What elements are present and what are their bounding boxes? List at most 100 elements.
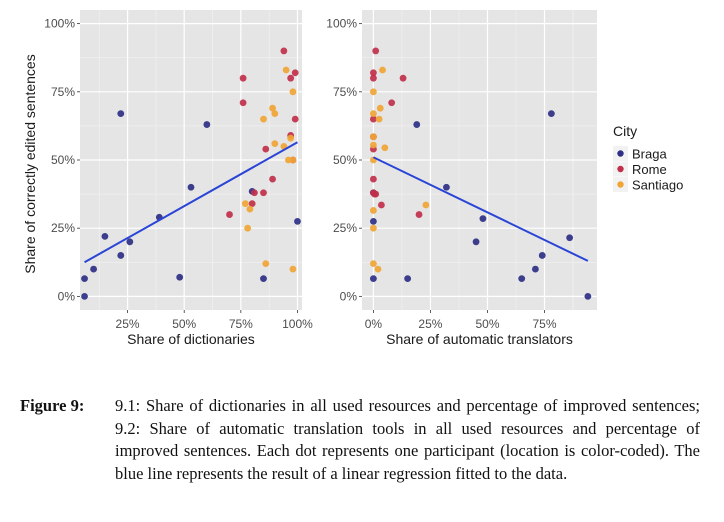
data-point-braga	[90, 265, 97, 273]
y-tick-label: 25%	[333, 221, 357, 235]
legend-label-santiago: Santiago	[632, 178, 683, 193]
data-point-rome	[370, 115, 377, 123]
legend-label-braga: Braga	[632, 147, 667, 162]
data-point-santiago	[241, 200, 249, 208]
y-tick-label: 50%	[51, 153, 75, 167]
data-point-rome	[287, 74, 295, 82]
data-point-rome	[280, 47, 288, 55]
data-point-santiago	[289, 156, 297, 164]
data-point-braga	[294, 217, 301, 225]
data-point-braga	[187, 183, 195, 191]
data-point-santiago	[289, 88, 297, 96]
data-point-braga	[547, 110, 555, 118]
data-point-santiago	[260, 115, 267, 123]
figure-charts: 25% 50% 75% 100% 0% 25% 50% 75% 100% Share of dic…	[22, 10, 683, 347]
data-point-rome	[251, 189, 258, 197]
data-point-braga	[479, 215, 487, 223]
data-point-santiago	[370, 260, 377, 268]
series-santiago	[241, 66, 297, 273]
data-point-braga	[81, 275, 88, 283]
data-point-santiago	[262, 260, 270, 268]
y-tick-label: 50%	[333, 153, 357, 167]
series-rome	[370, 47, 423, 218]
data-point-braga	[260, 275, 267, 283]
data-point-rome	[372, 47, 380, 55]
data-point-santiago	[376, 104, 384, 112]
data-point-braga	[126, 238, 134, 246]
series-rome	[226, 47, 299, 218]
data-point-rome	[370, 175, 377, 183]
data-point-rome	[399, 74, 407, 82]
data-point-braga	[203, 121, 211, 128]
y-tick-label: 75%	[51, 85, 75, 99]
data-point-santiago	[381, 144, 389, 152]
data-point-santiago	[246, 205, 254, 213]
legend-title: City	[613, 123, 637, 139]
figure-caption-text: 9.1: Share of dictionaries in all used r…	[115, 396, 700, 483]
data-point-braga	[518, 275, 526, 283]
series-santiago	[370, 66, 430, 273]
y-tick-label: 100%	[326, 17, 357, 31]
data-point-santiago	[379, 66, 386, 74]
x-tick-label: 100%	[282, 317, 313, 331]
data-point-santiago	[269, 104, 276, 112]
translators-scatter-panel: 0% 25% 50% 75% 0% 25% 50% 75% 100% Share of autom…	[326, 10, 597, 347]
data-point-braga	[472, 238, 480, 246]
data-point-santiago	[370, 141, 377, 149]
data-point-santiago	[289, 265, 297, 273]
data-point-rome	[415, 211, 423, 218]
legend-key-santiago	[617, 181, 624, 188]
regression-line	[84, 141, 298, 264]
dictionaries-scatter-panel: 25% 50% 75% 100% 0% 25% 50% 75% 100% Share of dic…	[44, 10, 313, 347]
figure-label: Figure 9:	[20, 396, 85, 415]
y-tick-label: 25%	[51, 221, 75, 235]
figure-caption: Figure 9: 9.1: Share of dictionaries in …	[20, 395, 700, 485]
data-point-santiago	[244, 224, 252, 232]
data-point-braga	[370, 217, 377, 225]
data-point-rome	[377, 201, 385, 209]
data-point-rome	[239, 74, 247, 82]
regression-line	[372, 156, 589, 262]
data-point-rome	[239, 99, 247, 107]
series-braga	[370, 110, 592, 300]
legend-label-rome: Rome	[632, 162, 667, 177]
data-point-rome	[262, 145, 270, 153]
data-point-braga	[538, 252, 546, 259]
data-point-braga	[117, 252, 125, 259]
data-point-braga	[81, 292, 88, 300]
data-point-rome	[226, 211, 233, 218]
data-point-rome	[269, 175, 276, 183]
data-point-braga	[117, 110, 125, 118]
data-point-rome	[370, 69, 377, 77]
x-tick-label: 75%	[533, 317, 557, 331]
data-point-rome	[388, 99, 396, 107]
data-point-braga	[531, 265, 539, 273]
y-tick-label: 0%	[340, 289, 358, 303]
data-point-santiago	[287, 134, 295, 142]
y-tick-label: 0%	[58, 289, 76, 303]
y-tick-label: 100%	[44, 17, 75, 31]
data-point-braga	[176, 273, 184, 281]
data-point-santiago	[282, 66, 290, 74]
data-point-braga	[101, 232, 109, 240]
data-point-rome	[370, 74, 377, 82]
y-tick-label: 75%	[333, 85, 357, 99]
y-axis-title: Share of correctly edited sentences	[22, 54, 38, 273]
x-tick-label: 0%	[365, 317, 383, 331]
x-tick-label: 50%	[172, 317, 196, 331]
data-point-santiago	[370, 110, 377, 118]
data-point-santiago	[271, 110, 279, 118]
data-point-braga	[413, 121, 421, 128]
x-tick-label: 25%	[418, 317, 442, 331]
legend-key-braga	[617, 150, 624, 157]
data-point-rome	[291, 115, 299, 123]
data-point-braga	[566, 234, 574, 242]
data-point-santiago	[370, 207, 377, 214]
x-tick-label: 25%	[116, 317, 140, 331]
data-point-santiago	[422, 201, 430, 209]
x-tick-label: 75%	[229, 317, 253, 331]
data-point-rome	[260, 189, 267, 197]
data-point-santiago	[370, 224, 377, 232]
legend-key-rome	[617, 165, 624, 173]
